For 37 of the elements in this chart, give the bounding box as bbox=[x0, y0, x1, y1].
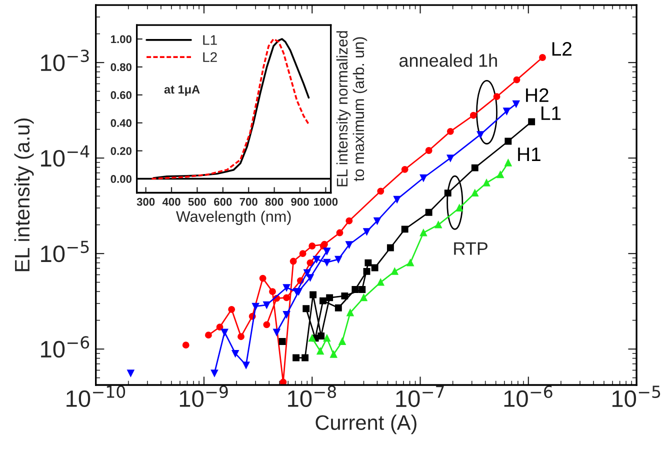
y-tick-label: 10$^{−5}$ bbox=[41, 240, 89, 262]
annotation: annealed 1h bbox=[399, 54, 497, 67]
y-tick-label: 10$^{−4}$ bbox=[41, 145, 90, 167]
annotation: at 1μA bbox=[164, 85, 200, 96]
series-label: L2 bbox=[552, 42, 572, 56]
x-tick-label: 900 bbox=[291, 198, 309, 206]
x-tick-label: 300 bbox=[136, 198, 155, 206]
x-tick-label: 500 bbox=[188, 198, 206, 206]
x-tick-label: 700 bbox=[240, 198, 258, 206]
y-tick-label: 10$^{−3}$ bbox=[41, 50, 89, 72]
series-label: H2 bbox=[526, 88, 548, 102]
x-tick-label: 800 bbox=[265, 198, 284, 206]
legend-label: L1 bbox=[203, 35, 217, 45]
x-tick-label: 10$^{−8}$ bbox=[288, 386, 336, 408]
x-axis-title: Current (A) bbox=[316, 414, 416, 434]
annotation: RTP bbox=[454, 242, 488, 255]
x-tick-label: 1000 bbox=[314, 198, 338, 206]
x-tick-label: 10$^{−5}$ bbox=[612, 386, 660, 408]
y-tick-label: 10$^{−6}$ bbox=[41, 336, 90, 358]
x-tick-label: 10$^{−7}$ bbox=[396, 386, 444, 408]
series-label: L1 bbox=[542, 106, 561, 120]
y-tick-label: 1.00 bbox=[111, 35, 132, 44]
y-tick-label: 0.40 bbox=[110, 119, 132, 127]
y-axis-title: EL intensity (a.u) bbox=[14, 118, 34, 272]
y-tick-label: 0.20 bbox=[110, 147, 132, 155]
x-tick-label: 10$^{−10}$ bbox=[66, 386, 126, 408]
x-tick-label: 600 bbox=[214, 198, 232, 206]
y-tick-label: 0.00 bbox=[110, 175, 132, 183]
y-tick-label: 0.80 bbox=[110, 63, 132, 72]
y-tick-label: 0.60 bbox=[110, 91, 132, 100]
x-tick-label: 400 bbox=[162, 198, 180, 206]
x-axis-title: Wavelength (nm) bbox=[176, 210, 291, 225]
series-label: H1 bbox=[518, 148, 540, 161]
legend-label: L2 bbox=[203, 52, 217, 62]
y-axis-title: EL intensity normalized to maximum (arb. un) bbox=[336, 31, 368, 186]
x-tick-label: 10$^{−6}$ bbox=[504, 386, 552, 408]
x-tick-label: 10$^{−9}$ bbox=[180, 386, 228, 408]
